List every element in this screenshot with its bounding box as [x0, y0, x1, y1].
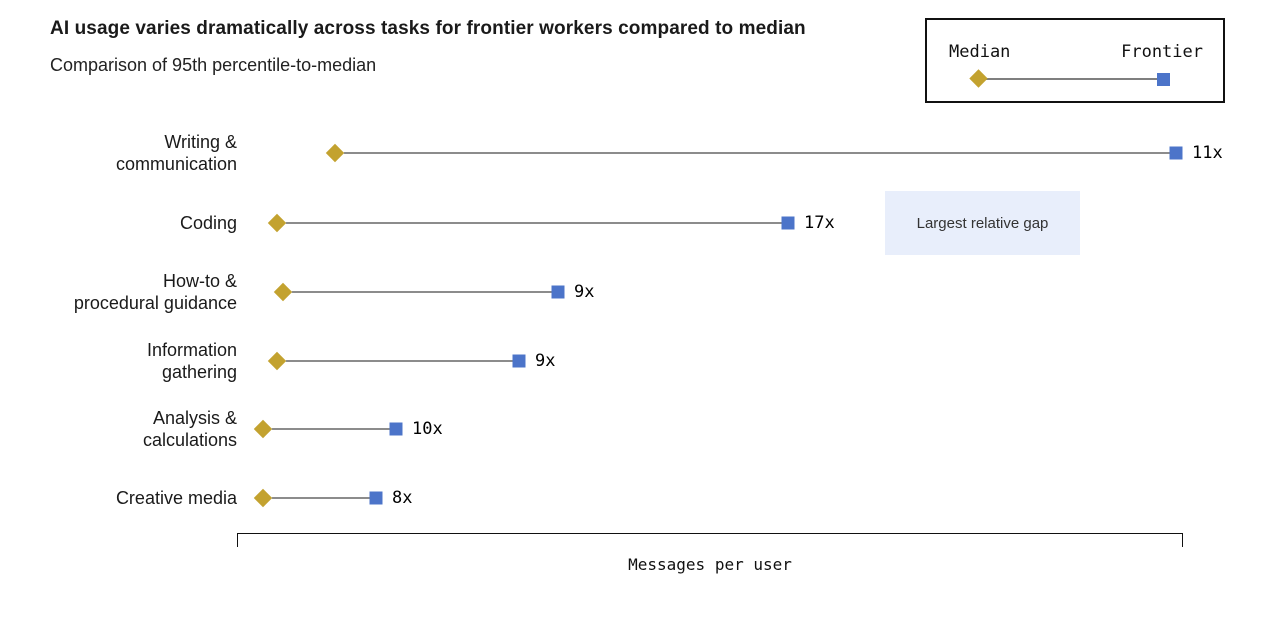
category-label: Information gathering: [146, 340, 237, 382]
ratio-label: 10x: [412, 419, 443, 439]
legend-connector-line: [978, 78, 1164, 80]
frontier-square-icon: [369, 491, 383, 505]
median-diamond-icon: [325, 143, 345, 163]
frontier-square-icon: [389, 422, 403, 436]
median-diamond-icon: [273, 282, 293, 302]
ratio-label: 17x: [804, 213, 835, 233]
chart-subtitle: Comparison of 95th percentile-to-median: [50, 55, 377, 75]
legend-frontier-label: Frontier: [1121, 42, 1203, 62]
median-diamond-icon: [267, 351, 287, 371]
x-axis-label: Messages per user: [628, 555, 792, 574]
dumbbell-connector: [283, 291, 558, 293]
median-diamond-icon: [253, 419, 273, 439]
annotation-largest-relative-gap: Largest relative gap: [885, 191, 1080, 255]
dumbbell-connector: [263, 428, 396, 430]
frontier-square-icon: [1169, 146, 1183, 160]
median-diamond-icon: [969, 69, 988, 88]
category-label: Coding: [179, 213, 237, 233]
legend: Median Frontier: [925, 18, 1225, 103]
category-label: Analysis & calculations: [142, 408, 237, 450]
ratio-label: 9x: [535, 351, 556, 371]
category-label: How-to & procedural guidance: [73, 271, 237, 313]
frontier-square-icon: [781, 216, 795, 230]
median-diamond-icon: [267, 213, 287, 233]
dumbbell-connector: [277, 222, 788, 224]
legend-median-label: Median: [949, 42, 1011, 62]
ratio-label: 9x: [574, 282, 595, 302]
dumbbell-connector: [263, 497, 376, 499]
dumbbell-connector: [277, 360, 519, 362]
frontier-square-icon: [551, 285, 565, 299]
dumbbell-connector: [335, 152, 1176, 154]
chart-title: AI usage varies dramatically across task…: [50, 18, 806, 39]
x-axis-bracket: [237, 533, 1183, 547]
median-diamond-icon: [253, 488, 273, 508]
frontier-square-icon: [512, 354, 526, 368]
frontier-square-icon: [1157, 73, 1170, 86]
category-label: Creative media: [115, 488, 237, 508]
ratio-label: 8x: [392, 488, 413, 508]
ratio-label: 11x: [1192, 143, 1223, 163]
category-label: Writing & communication: [115, 132, 237, 174]
